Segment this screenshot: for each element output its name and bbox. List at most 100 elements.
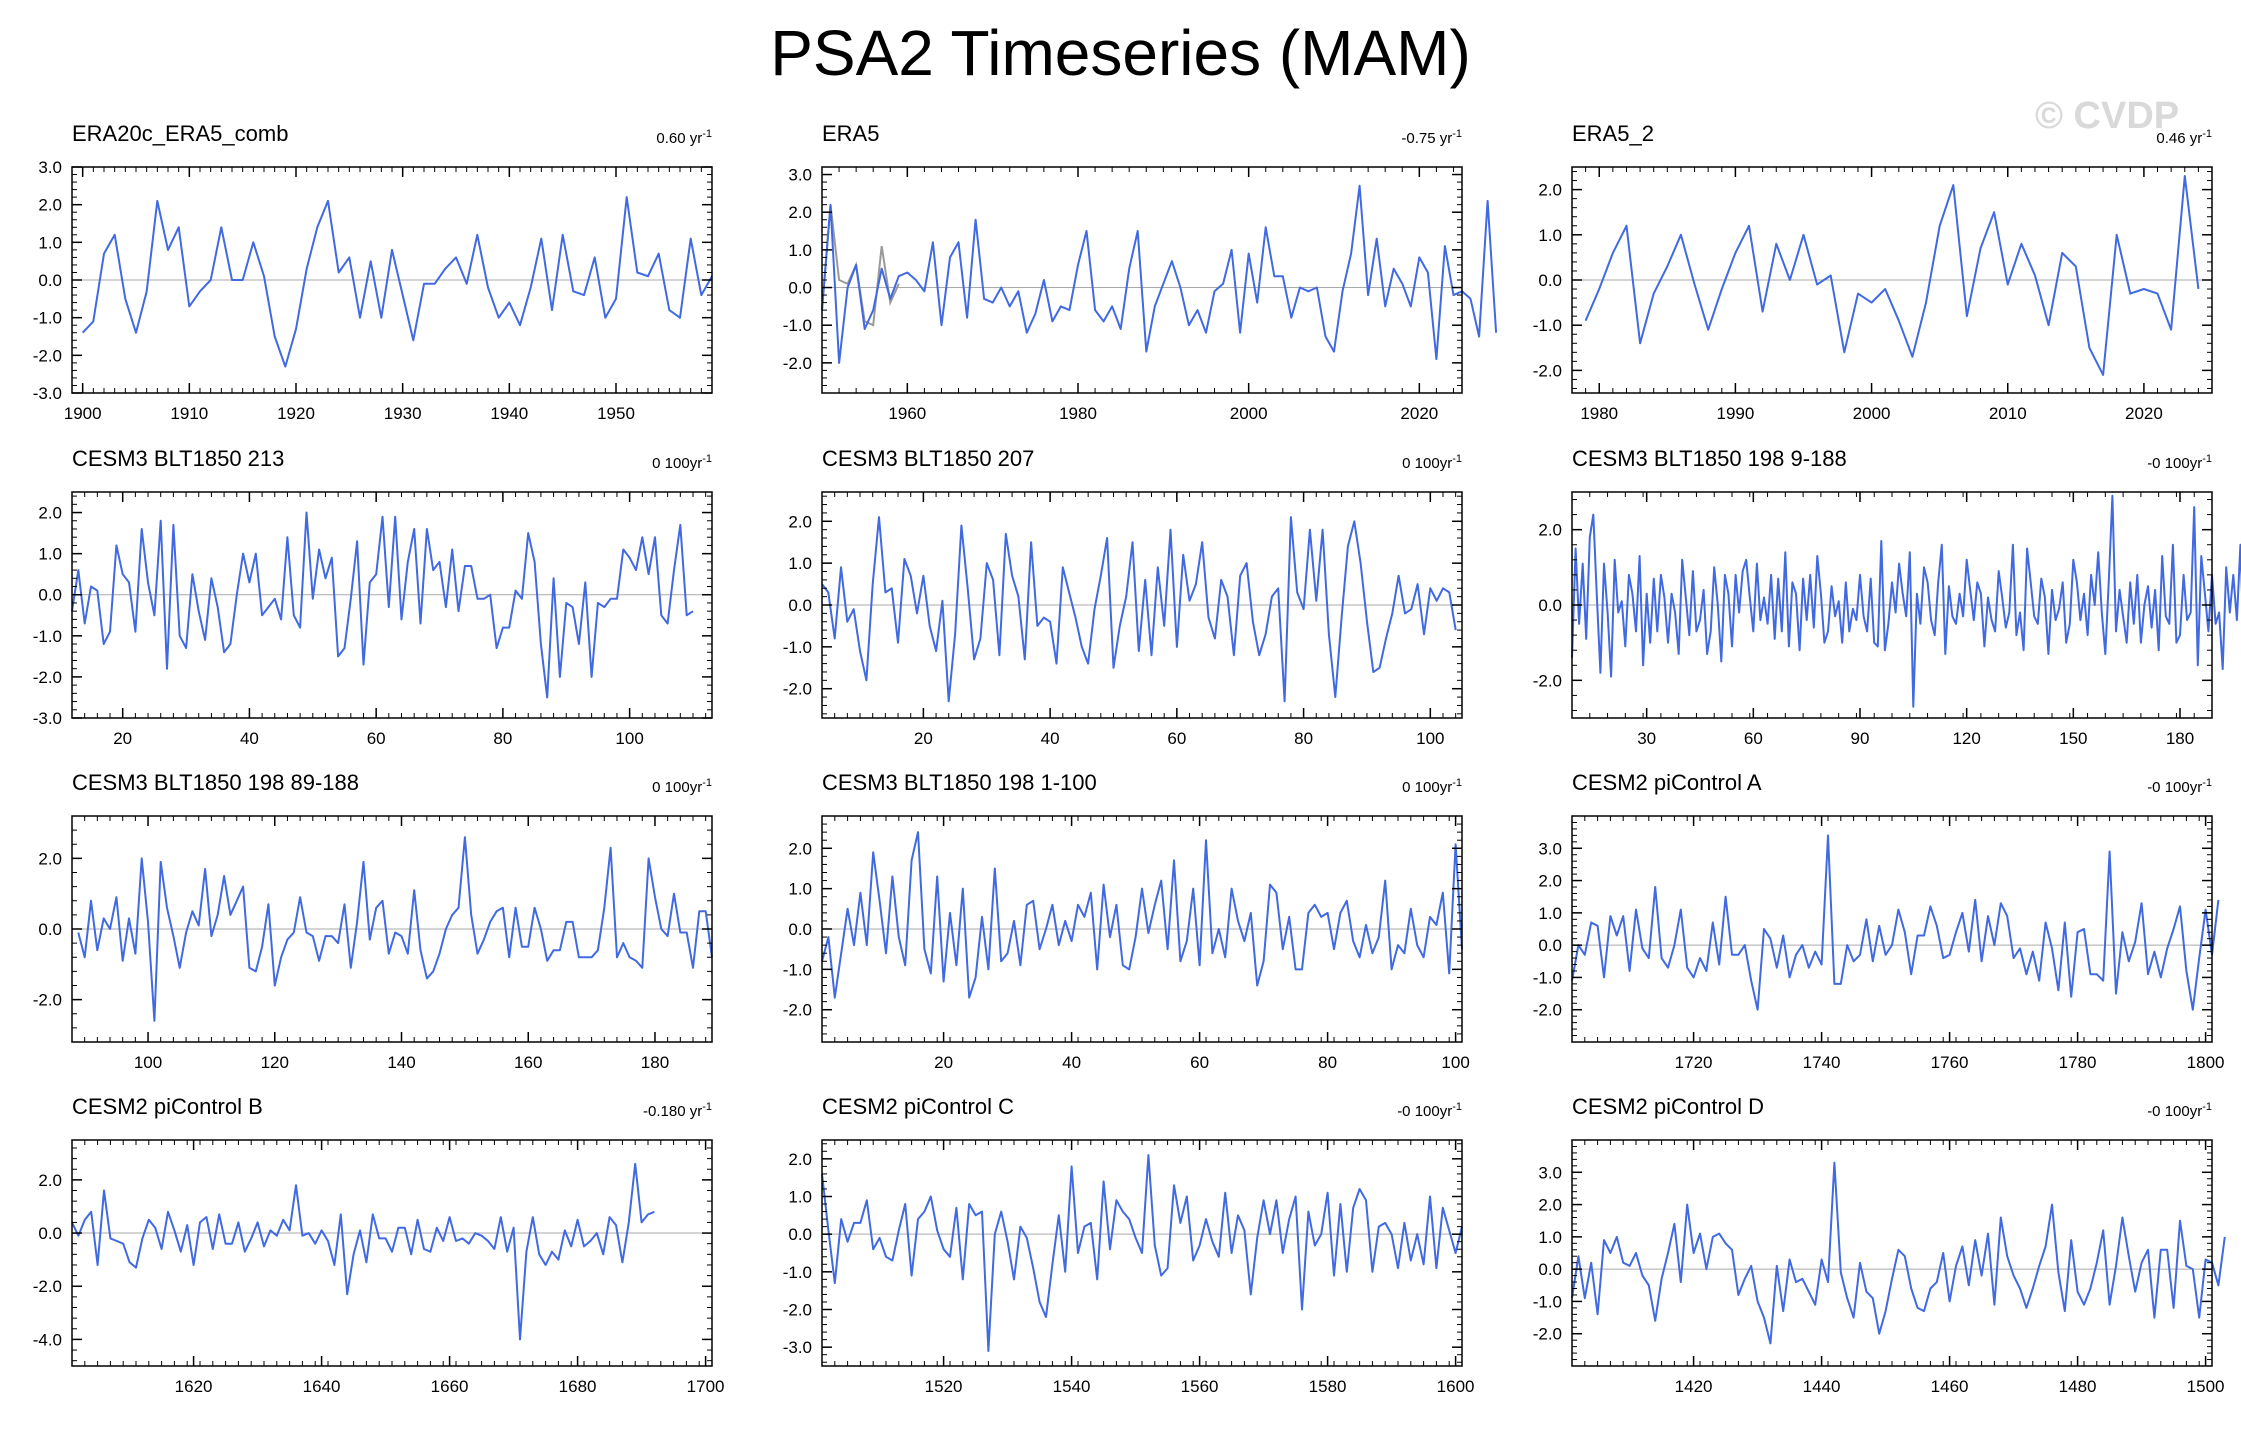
y-tick-label: 2.0 (38, 1171, 62, 1190)
x-tick-label: 1640 (303, 1377, 341, 1396)
series-line (1571, 494, 2241, 708)
y-tick-label: 1.0 (788, 1188, 812, 1207)
panel-8: CESM3 BLT1850 198 1-100 0 100yr-1 20 40 60 80… (783, 770, 1470, 1072)
y-tick-label: 2.0 (788, 203, 812, 222)
x-tick-label: 1940 (490, 404, 528, 423)
y-tick-label: -2.0 (783, 1001, 812, 1020)
y-tick-label: 0.0 (788, 920, 812, 939)
plot-frame (71, 1139, 713, 1367)
y-tick-label: 0.0 (788, 596, 812, 615)
y-tick-label: 0.0 (38, 1224, 62, 1243)
panel-trend: -0 100yr-1 (2147, 1101, 2212, 1120)
x-tick-label: 1520 (925, 1377, 963, 1396)
y-tick-label: -2.0 (1533, 361, 1562, 380)
panel-trend: -0 100yr-1 (1397, 1101, 1462, 1120)
x-tick-label: 30 (1637, 729, 1656, 748)
y-tick-label: 2.0 (788, 512, 812, 531)
x-tick-label: 1620 (175, 1377, 213, 1396)
y-tick-label: 2.0 (1538, 521, 1562, 540)
series-line (821, 831, 1463, 999)
panel-trend: 0.46 yr-1 (2156, 128, 2212, 147)
panel-trend: 0 100yr-1 (652, 453, 712, 472)
x-tick-label: 1700 (687, 1377, 725, 1396)
x-tick-label: 90 (1851, 729, 1870, 748)
panel-trend: -0 100yr-1 (2147, 453, 2212, 472)
y-tick-label: -2.0 (1533, 671, 1562, 690)
y-tick-label: 2.0 (38, 504, 62, 523)
x-tick-label: 180 (2166, 729, 2194, 748)
y-tick-label: 1.0 (1538, 1228, 1562, 1247)
y-tick-label: 3.0 (788, 166, 812, 185)
x-tick-label: 1420 (1675, 1377, 1713, 1396)
y-tick-label: 0.0 (38, 920, 62, 939)
x-tick-label: 100 (134, 1053, 162, 1072)
series-line (77, 836, 713, 1022)
x-tick-label: 1980 (1580, 404, 1618, 423)
panel-title: ERA5 (822, 121, 879, 146)
y-tick-label: -2.0 (33, 668, 62, 687)
panel-5: CESM3 BLT1850 207 0 100yr-1 20 40 60 80 100 -2.… (783, 446, 1463, 748)
y-tick-label: 3.0 (1538, 839, 1562, 858)
series-line (821, 184, 1498, 364)
x-tick-label: 1800 (2187, 1053, 2225, 1072)
y-tick-label: -1.0 (783, 316, 812, 335)
series-line (1571, 834, 2220, 1011)
x-tick-label: 2000 (1230, 404, 1268, 423)
x-tick-label: 20 (914, 729, 933, 748)
y-tick-label: 0.0 (788, 1225, 812, 1244)
x-tick-label: 1740 (1803, 1053, 1841, 1072)
x-tick-label: 80 (493, 729, 512, 748)
panel-trend: 0.60 yr-1 (656, 128, 712, 147)
y-tick-label: -1.0 (1533, 968, 1562, 987)
x-tick-label: 1910 (170, 404, 208, 423)
x-tick-label: 150 (2059, 729, 2087, 748)
y-tick-label: 1.0 (1538, 904, 1562, 923)
x-tick-label: 40 (240, 729, 259, 748)
y-tick-label: -2.0 (783, 354, 812, 373)
y-tick-label: 2.0 (1538, 872, 1562, 891)
y-tick-label: -1.0 (783, 638, 812, 657)
y-tick-label: -1.0 (1533, 1292, 1562, 1311)
series-line (1571, 1161, 2226, 1345)
figure-title: PSA2 Timeseries (MAM) (770, 17, 1471, 89)
x-tick-label: 60 (1167, 729, 1186, 748)
x-tick-label: 2020 (1400, 404, 1438, 423)
x-tick-label: 100 (1416, 729, 1444, 748)
x-tick-label: 1500 (2187, 1377, 2225, 1396)
y-tick-label: 0.0 (1538, 1260, 1562, 1279)
panel-trend: -0 100yr-1 (2147, 777, 2212, 796)
x-tick-label: 100 (1441, 1053, 1469, 1072)
series-line (821, 516, 1457, 703)
y-tick-label: -3.0 (33, 384, 62, 403)
y-tick-label: 2.0 (38, 849, 62, 868)
panel-trend: -0.75 yr-1 (1401, 128, 1462, 147)
panel-trend: 0 100yr-1 (652, 777, 712, 796)
y-tick-label: 0.0 (38, 586, 62, 605)
y-tick-label: -2.0 (783, 680, 812, 699)
y-tick-label: -2.0 (33, 1277, 62, 1296)
x-tick-label: 60 (367, 729, 386, 748)
y-tick-label: 3.0 (1538, 1163, 1562, 1182)
y-tick-label: 2.0 (788, 839, 812, 858)
x-tick-label: 1600 (1437, 1377, 1475, 1396)
plot-frame (1571, 815, 2213, 1043)
x-tick-label: 1660 (431, 1377, 469, 1396)
panel-10: CESM2 piControl B -0.180 yr-1 1620 1640 1660… (33, 1094, 725, 1396)
y-tick-label: 0.0 (1538, 596, 1562, 615)
y-tick-label: -1.0 (783, 960, 812, 979)
x-tick-label: 1960 (888, 404, 926, 423)
y-tick-label: 2.0 (788, 1150, 812, 1169)
x-tick-label: 120 (1952, 729, 1980, 748)
y-tick-label: -4.0 (33, 1330, 62, 1349)
panel-title: CESM3 BLT1850 198 89-188 (72, 770, 359, 795)
x-tick-label: 40 (1062, 1053, 1081, 1072)
y-tick-label: 0.0 (1538, 271, 1562, 290)
x-tick-label: 180 (641, 1053, 669, 1072)
panel-title: ERA20c_ERA5_comb (72, 121, 288, 146)
y-tick-label: 1.0 (788, 880, 812, 899)
x-tick-label: 1680 (559, 1377, 597, 1396)
y-tick-label: -2.0 (33, 991, 62, 1010)
panel-title: CESM2 piControl A (1572, 770, 1762, 795)
panel-title: CESM2 piControl D (1572, 1094, 1764, 1119)
